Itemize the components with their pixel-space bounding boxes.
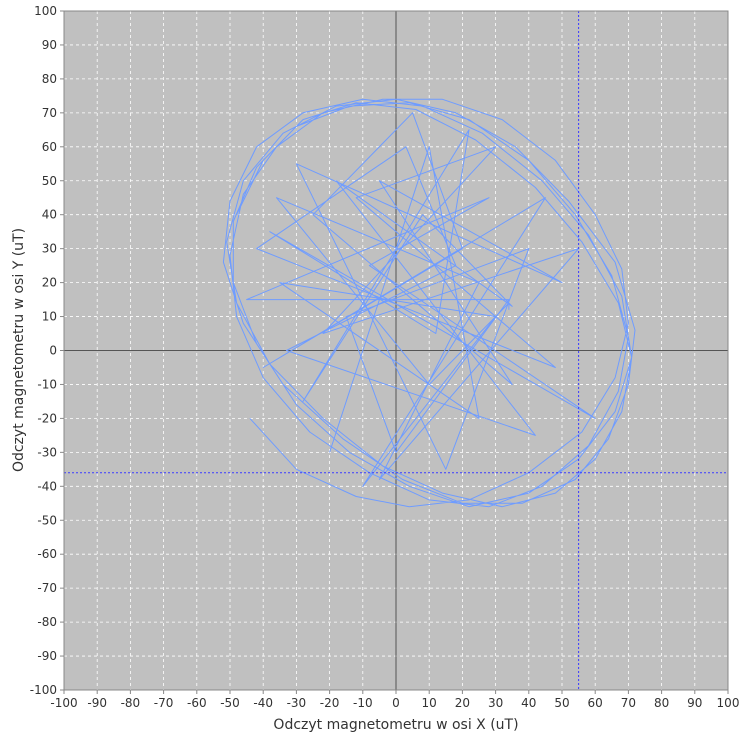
x-tick-label: -60	[187, 696, 207, 710]
zero-axes	[64, 11, 728, 690]
y-tick-label: -100	[30, 683, 57, 697]
y-tick-label: -60	[37, 547, 57, 561]
y-tick-label: -20	[37, 411, 57, 425]
x-tick-label: 40	[521, 696, 536, 710]
series-layer	[222, 98, 636, 508]
y-tick-label: 90	[42, 38, 57, 52]
y-axis-title: Odczyt magnetometru w osi Y (uT)	[11, 228, 27, 472]
y-tick-label: 100	[34, 4, 57, 18]
x-tick-label: 20	[455, 696, 470, 710]
crosshair	[64, 11, 728, 690]
x-tick-label: -40	[253, 696, 273, 710]
y-tick-label: -10	[37, 377, 57, 391]
x-tick-label: 60	[588, 696, 603, 710]
y-tick-label: 50	[42, 174, 57, 188]
y-tick-label: -70	[37, 581, 57, 595]
series-line-2	[246, 112, 596, 487]
y-axis: 1009080706050403020100-10-20-30-40-50-60…	[30, 4, 64, 697]
x-tick-label: 70	[621, 696, 636, 710]
y-tick-label: 30	[42, 242, 57, 256]
y-tick-label: 0	[49, 344, 57, 358]
y-tick-label: -40	[37, 479, 57, 493]
series-line-1	[222, 98, 636, 508]
y-tick-label: 20	[42, 276, 57, 290]
x-tick-label: -90	[87, 696, 107, 710]
x-tick-label: 90	[687, 696, 702, 710]
x-tick-label: 50	[554, 696, 569, 710]
y-tick-label: -50	[37, 513, 57, 527]
x-tick-label: -80	[121, 696, 141, 710]
x-tick-label: -100	[50, 696, 77, 710]
y-tick-label: -80	[37, 615, 57, 629]
x-tick-label: 100	[717, 696, 740, 710]
x-tick-label: -70	[154, 696, 174, 710]
x-tick-label: 30	[488, 696, 503, 710]
x-tick-label: 0	[392, 696, 400, 710]
y-tick-label: 40	[42, 208, 57, 222]
x-axis-title: Odczyt magnetometru w osi X (uT)	[273, 717, 518, 733]
y-tick-label: 80	[42, 72, 57, 86]
x-tick-label: 10	[422, 696, 437, 710]
y-tick-label: -90	[37, 649, 57, 663]
x-tick-label: -30	[287, 696, 307, 710]
y-tick-label: 60	[42, 140, 57, 154]
y-tick-label: 70	[42, 106, 57, 120]
x-tick-label: -10	[353, 696, 373, 710]
x-tick-label: 80	[654, 696, 669, 710]
x-axis: -100 -90 -80 -70 -60 -50 -40 -30 -20 -10 0 10 20 30 40…	[50, 690, 739, 710]
y-tick-label: -30	[37, 445, 57, 459]
x-tick-label: -50	[220, 696, 240, 710]
y-tick-label: 10	[42, 310, 57, 324]
x-tick-label: -20	[320, 696, 340, 710]
